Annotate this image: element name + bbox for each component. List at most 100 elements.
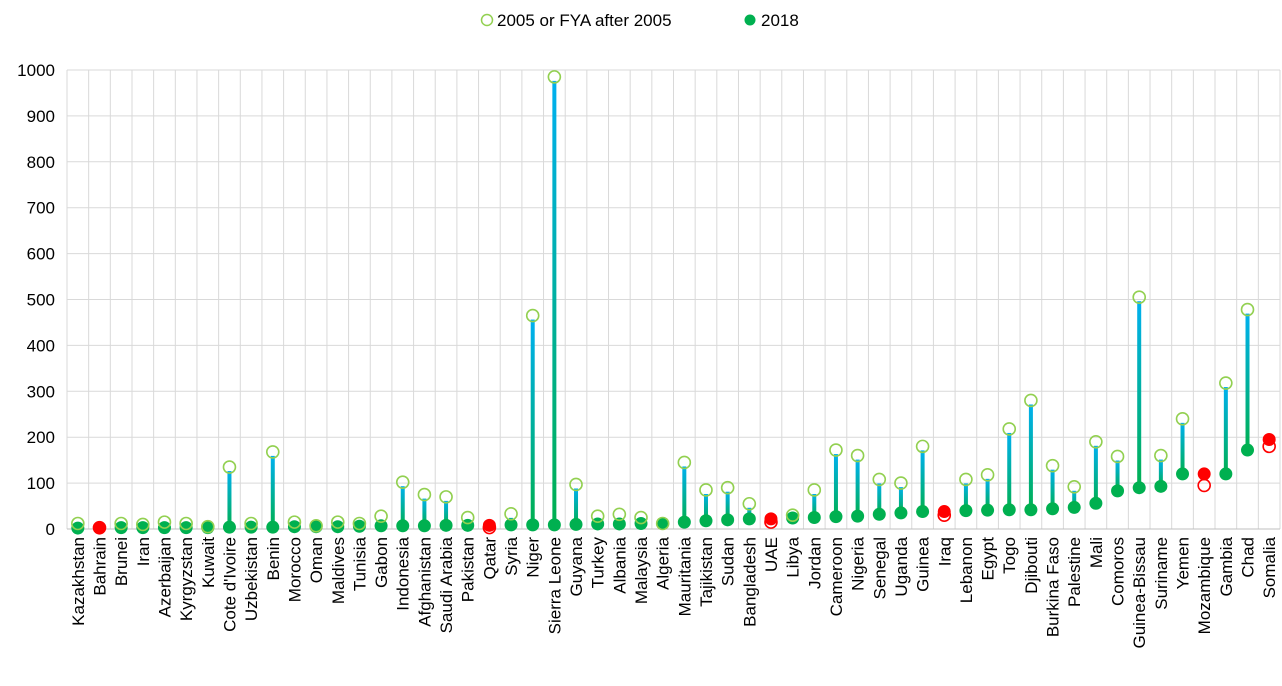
connector-line	[1158, 459, 1163, 487]
point-2005	[157, 515, 172, 529]
point-2005	[980, 468, 995, 482]
point-2018	[136, 521, 150, 535]
point-2018	[959, 504, 973, 518]
connector-line	[1180, 422, 1185, 474]
x-tick-label: Azerbaijan	[155, 537, 174, 617]
x-tick-label: Morocco	[285, 537, 304, 602]
point-2005	[309, 518, 323, 533]
connector-line	[270, 455, 275, 528]
connector-line	[985, 478, 990, 511]
point-2018	[1046, 502, 1060, 516]
point-2018	[1176, 467, 1190, 481]
point-2005	[395, 475, 410, 489]
x-tick-label: Uganda	[892, 536, 911, 596]
connector-line	[963, 483, 968, 511]
point-2005	[525, 308, 540, 323]
point-2005	[439, 490, 453, 504]
point-2018	[677, 515, 691, 529]
point-2018	[504, 518, 518, 532]
x-tick-label: Mali	[1087, 537, 1106, 568]
point-2005	[374, 509, 388, 523]
point-2005	[590, 509, 605, 523]
y-tick-label: 700	[27, 199, 55, 218]
point-2005	[1132, 290, 1147, 305]
y-tick-label: 100	[27, 474, 55, 493]
connector-line	[1050, 469, 1055, 509]
x-tick-label: Bangladesh	[740, 537, 759, 627]
x-tick-label: Iraq	[935, 537, 954, 566]
point-2005	[1067, 479, 1082, 494]
point-2018	[1197, 467, 1211, 481]
point-2018	[374, 519, 388, 533]
point-2005	[937, 508, 952, 523]
x-tick-label: Afghanistan	[415, 537, 434, 627]
point-2005	[417, 487, 432, 502]
x-tick-label: Niger	[524, 537, 543, 578]
x-tick-label: Saudi Arabia	[437, 536, 456, 633]
x-tick-label: Togo	[1000, 537, 1019, 574]
x-tick-label: Iran	[134, 537, 153, 566]
x-tick-label: Djibouti	[1022, 537, 1041, 594]
x-tick-label: Lebanon	[957, 537, 976, 603]
point-2005	[915, 439, 930, 454]
chart-grid	[66, 69, 1281, 530]
point-2005	[504, 507, 518, 521]
point-2005	[460, 510, 475, 525]
point-2018	[287, 520, 301, 534]
point-2005	[894, 476, 908, 490]
y-axis: 0 100 200 300 400 500 600 700 800 900 1000	[17, 61, 55, 539]
point-2005	[1045, 458, 1060, 473]
x-tick-label: Palestine	[1065, 537, 1084, 607]
connector-line	[898, 487, 903, 513]
x-tick-label: Benin	[264, 537, 283, 580]
connector-line	[1028, 404, 1033, 510]
x-tick-label: Malaysia	[632, 536, 651, 604]
x-tick-label: Yemen	[1174, 537, 1193, 589]
point-2005	[352, 516, 367, 531]
point-2005	[612, 507, 627, 522]
point-2018	[1219, 467, 1233, 481]
x-tick-label: Sierra Leone	[545, 537, 564, 634]
x-tick-label: Bahrain	[90, 537, 109, 596]
x-tick-label: Mozambique	[1195, 537, 1214, 634]
point-2005	[179, 516, 193, 531]
legend-marker-2018	[744, 14, 756, 26]
point-2018	[222, 520, 236, 534]
point-2018	[807, 511, 821, 525]
chart-marks	[71, 70, 1276, 535]
x-tick-label: Oman	[307, 537, 326, 583]
point-2018	[1111, 484, 1125, 498]
x-tick-label: Cote d'Ivoire	[220, 537, 239, 632]
legend-label-2018: 2018	[761, 11, 799, 30]
point-2005	[1089, 434, 1103, 449]
point-2018	[1132, 481, 1146, 495]
point-2018	[851, 509, 865, 523]
point-2018	[916, 505, 930, 519]
point-2018	[1067, 500, 1081, 514]
x-tick-label: Guyana	[567, 536, 586, 596]
point-2018	[894, 506, 908, 520]
legend-marker-2005	[480, 13, 494, 27]
x-tick-label: Gambia	[1217, 536, 1236, 596]
y-tick-label: 900	[27, 107, 55, 126]
x-tick-label: Qatar	[480, 537, 499, 580]
y-tick-label: 400	[27, 336, 55, 355]
connector-line	[703, 493, 708, 521]
point-2018	[981, 503, 995, 517]
connector-line	[833, 454, 838, 517]
connector-line	[1093, 445, 1098, 504]
point-2005	[764, 515, 778, 529]
point-2018	[699, 514, 713, 528]
point-2018	[1024, 503, 1038, 517]
connector-line	[1245, 313, 1250, 451]
point-2018	[1154, 479, 1168, 493]
x-tick-label: Mauritania	[675, 536, 694, 616]
connector-line	[574, 488, 579, 525]
x-tick-label: Kuwait	[199, 537, 218, 588]
y-tick-label: 800	[27, 153, 55, 172]
point-2005	[1024, 393, 1038, 408]
connector-line	[812, 493, 817, 518]
y-tick-label: 1000	[17, 61, 55, 80]
connector-line	[725, 491, 730, 520]
